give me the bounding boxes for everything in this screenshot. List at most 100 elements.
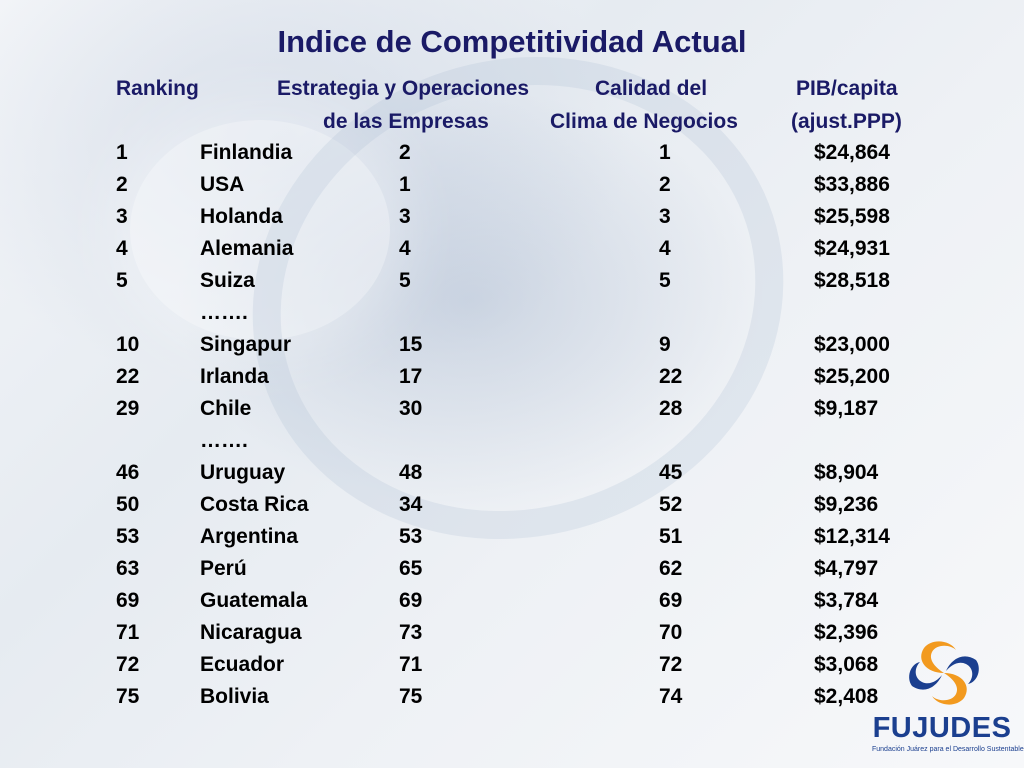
cell-clima: 45 — [659, 461, 683, 484]
cell-pib: $9,236 — [814, 493, 879, 516]
logo-name: FUJUDES — [872, 712, 1012, 744]
cell-country: Singapur — [200, 333, 292, 356]
cell-rank: 71 — [116, 621, 140, 644]
cell-clima: 3 — [659, 205, 671, 228]
cell-estrategia: 5 — [399, 269, 411, 292]
cell-estrategia: 75 — [399, 685, 423, 708]
cell-clima: 62 — [659, 557, 683, 580]
table-row: 2 USA 1 2 $33,886 — [0, 173, 1024, 205]
header-calidad-line1: Calidad del — [595, 77, 708, 100]
cell-pib: $28,518 — [814, 269, 890, 292]
cell-rank: 2 — [116, 173, 128, 196]
cell-clima: 72 — [659, 653, 683, 676]
cell-country: Holanda — [200, 205, 283, 228]
header-estrategia-line1: Estrategia y Operaciones — [277, 77, 530, 100]
cell-clima: 9 — [659, 333, 671, 356]
cell-clima: 51 — [659, 525, 683, 548]
table-row: ……. — [0, 429, 1024, 461]
background-decoration — [130, 120, 390, 340]
cell-rank: 4 — [116, 237, 128, 260]
table-row: 3 Holanda 3 3 $25,598 — [0, 205, 1024, 237]
cell-estrategia: 3 — [399, 205, 411, 228]
cell-pib: $33,886 — [814, 173, 890, 196]
cell-clima: 2 — [659, 173, 671, 196]
cell-clima: 28 — [659, 397, 683, 420]
table-row: 63 Perú 65 62 $4,797 — [0, 557, 1024, 589]
cell-estrategia: 4 — [399, 237, 411, 260]
cell-pib: $9,187 — [814, 397, 879, 420]
cell-country: Nicaragua — [200, 621, 302, 644]
cell-rank: 10 — [116, 333, 140, 356]
cell-pib: $8,904 — [814, 461, 879, 484]
cell-country: ……. — [200, 429, 248, 452]
table-row: 53 Argentina 53 51 $12,314 — [0, 525, 1024, 557]
page-title: Indice de Competitividad Actual — [277, 24, 747, 59]
cell-clima: 69 — [659, 589, 683, 612]
cell-estrategia: 69 — [399, 589, 423, 612]
table-row: 75 Bolivia 75 74 $2,408 — [0, 685, 1024, 717]
table-row: 71 Nicaragua 73 70 $2,396 — [0, 621, 1024, 653]
header-calidad-line2: Clima de Negocios — [550, 110, 738, 133]
cell-pib: $25,598 — [814, 205, 890, 228]
table-row: 72 Ecuador 71 72 $3,068 — [0, 653, 1024, 685]
cell-pib: $3,068 — [814, 653, 879, 676]
cell-estrategia: 30 — [399, 397, 423, 420]
cell-pib: $2,408 — [814, 685, 879, 708]
table-row: 29 Chile 30 28 $9,187 — [0, 397, 1024, 429]
cell-clima: 70 — [659, 621, 683, 644]
table-row: 22 Irlanda 17 22 $25,200 — [0, 365, 1024, 397]
table-row: 46 Uruguay 48 45 $8,904 — [0, 461, 1024, 493]
cell-estrategia: 53 — [399, 525, 423, 548]
logo-subtitle: Fundación Juárez para el Desarrollo Sust… — [872, 746, 1024, 753]
cell-country: Costa Rica — [200, 493, 309, 516]
table-row: 69 Guatemala 69 69 $3,784 — [0, 589, 1024, 621]
cell-estrategia: 73 — [399, 621, 423, 644]
cell-rank: 53 — [116, 525, 140, 548]
cell-pib: $3,784 — [814, 589, 879, 612]
table-row: 4 Alemania 4 4 $24,931 — [0, 237, 1024, 269]
cell-country: Perú — [200, 557, 247, 580]
cell-estrategia: 34 — [399, 493, 423, 516]
cell-country: Finlandia — [200, 141, 293, 164]
fujudes-logo: FUJUDES Fundación Juárez para el Desarro… — [872, 638, 1024, 758]
cell-country: Bolivia — [200, 685, 269, 708]
cell-rank: 22 — [116, 365, 140, 388]
cell-country: Argentina — [200, 525, 299, 548]
header-estrategia-line2: de las Empresas — [323, 110, 489, 133]
cell-estrategia: 48 — [399, 461, 423, 484]
cell-country: Irlanda — [200, 365, 269, 388]
cell-country: Alemania — [200, 237, 294, 260]
cell-country: Ecuador — [200, 653, 285, 676]
cell-rank: 29 — [116, 397, 140, 420]
cell-clima: 52 — [659, 493, 683, 516]
cell-estrategia: 65 — [399, 557, 423, 580]
table-row: ……. — [0, 301, 1024, 333]
cell-clima: 5 — [659, 269, 671, 292]
cell-pib: $24,931 — [814, 237, 890, 260]
cell-pib: $25,200 — [814, 365, 890, 388]
cell-rank: 75 — [116, 685, 140, 708]
cell-estrategia: 2 — [399, 141, 411, 164]
table-row: 10 Singapur 15 9 $23,000 — [0, 333, 1024, 365]
swirl-logo-icon — [909, 641, 979, 705]
cell-country: ……. — [200, 301, 248, 324]
cell-clima: 22 — [659, 365, 683, 388]
cell-pib: $2,396 — [814, 621, 879, 644]
cell-pib: $12,314 — [814, 525, 890, 548]
header-pib-line1: PIB/capita — [796, 77, 898, 100]
cell-pib: $24,864 — [814, 141, 890, 164]
cell-country: Guatemala — [200, 589, 308, 612]
table-row: 5 Suiza 5 5 $28,518 — [0, 269, 1024, 301]
cell-country: USA — [200, 173, 245, 196]
cell-pib: $4,797 — [814, 557, 879, 580]
cell-clima: 74 — [659, 685, 683, 708]
cell-rank: 5 — [116, 269, 128, 292]
cell-estrategia: 71 — [399, 653, 423, 676]
cell-estrategia: 17 — [399, 365, 423, 388]
cell-rank: 1 — [116, 141, 128, 164]
cell-rank: 3 — [116, 205, 128, 228]
table-row: 1 Finlandia 2 1 $24,864 — [0, 141, 1024, 173]
cell-pib: $23,000 — [814, 333, 890, 356]
cell-country: Uruguay — [200, 461, 286, 484]
cell-rank: 46 — [116, 461, 140, 484]
